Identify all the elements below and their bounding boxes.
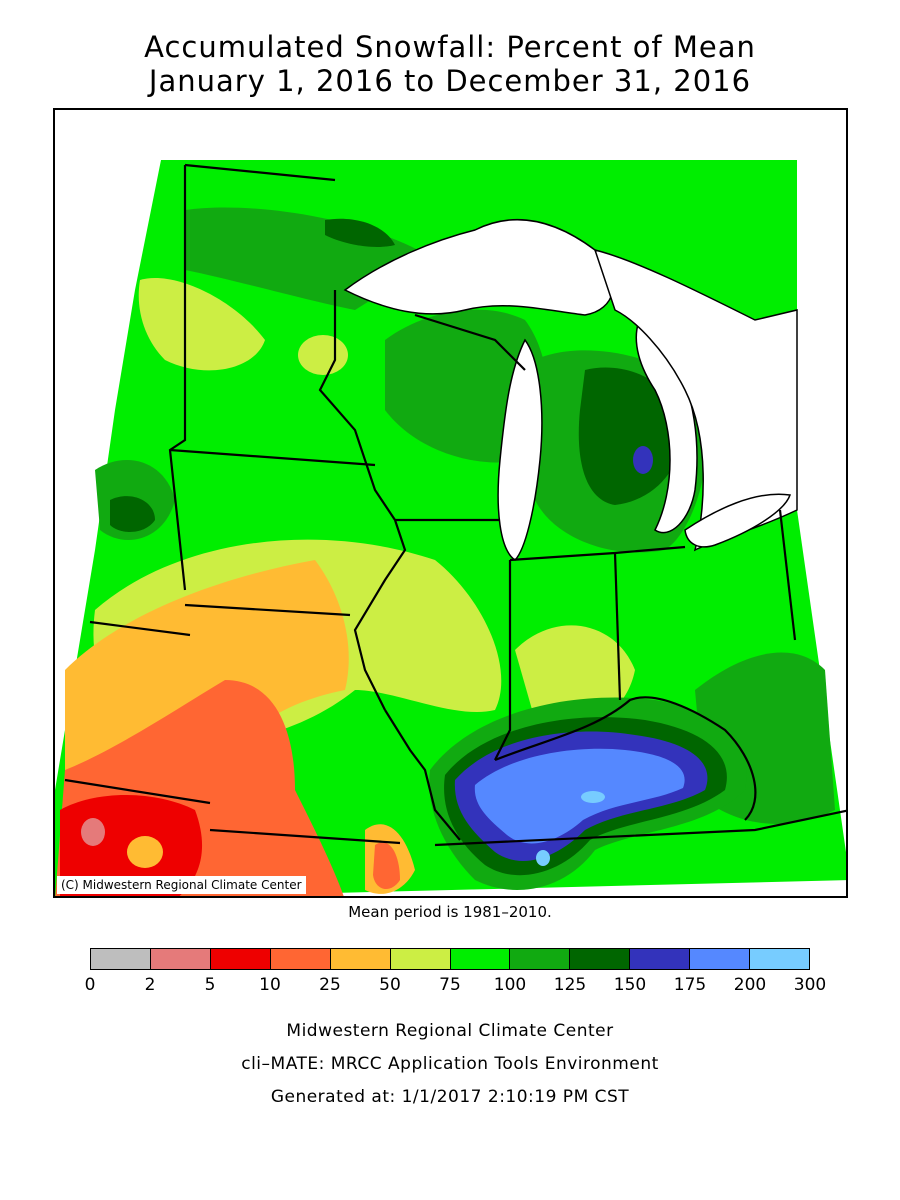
legend-tick-label: 5 (204, 975, 216, 995)
legend-swatch (570, 949, 631, 969)
contour-150-175-michigan (633, 446, 653, 474)
contour-200-300-south-a (581, 791, 605, 803)
upper-region-unshaded (593, 248, 798, 552)
footer-org: Midwestern Regional Climate Center (286, 1021, 614, 1041)
legend-swatch (210, 949, 271, 969)
map-panel: (C) Midwestern Regional Climate Center (53, 108, 848, 898)
ohio-river (494, 696, 757, 821)
mo-south-border (64, 778, 211, 805)
footer-generated: Generated at: 1/1/2017 2:10:19 PM CST (270, 1087, 630, 1107)
legend-tick-label: 50 (379, 975, 401, 995)
mn-north-border (184, 163, 336, 182)
state-boundaries (64, 163, 846, 847)
legend-tick-label: 100 (493, 975, 527, 995)
mn-ia-border (169, 448, 376, 467)
in-mi-border (509, 551, 616, 562)
footer-tool: cli–MATE: MRCC Application Tools Environ… (241, 1054, 659, 1074)
legend-tick-label: 75 (439, 975, 461, 995)
il-in-border (494, 560, 512, 761)
contour-2-5-southwest (81, 818, 105, 846)
legend-tick-label: 2 (144, 975, 156, 995)
contour-125-150-north (325, 218, 395, 247)
contour-50-75-minnesota (138, 278, 265, 371)
legend-tick-label: 125 (553, 975, 587, 995)
legend-swatch (510, 949, 571, 969)
legend-tick-label: 0 (84, 975, 96, 995)
legend-tick-label: 200 (733, 975, 767, 995)
legend-tick-label: 25 (319, 975, 341, 995)
legend-swatch (450, 949, 511, 969)
contour-200-300-south-b (536, 850, 550, 866)
contour-25-50-southwest-pocket (127, 836, 163, 868)
legend-tick-label: 150 (613, 975, 647, 995)
legend-swatch (270, 949, 331, 969)
contour-175-200-south (474, 748, 685, 844)
ky-tn-border (434, 809, 846, 847)
contour-10-25-kentucky-west (373, 842, 400, 890)
wi-mi-border (414, 313, 526, 371)
in-oh-border (613, 552, 622, 701)
map-title-line-2: January 1, 2016 to December 31, 2016 (148, 64, 752, 98)
legend-tick-label: 300 (793, 975, 827, 995)
ia-mo-border (184, 603, 351, 617)
map-title-line-1: Accumulated Snowfall: Percent of Mean (144, 30, 756, 64)
lake-erie (684, 493, 791, 548)
contour-50-75-minnesota-east (298, 335, 348, 375)
color-legend (90, 948, 810, 970)
legend-swatch (750, 949, 810, 969)
mo-ar-border (209, 828, 401, 845)
contour-125-150-michigan (578, 367, 685, 505)
legend-swatch (91, 949, 151, 969)
ia-il-border (353, 519, 407, 711)
legend-swatch (690, 949, 751, 969)
oh-mi-border (614, 545, 686, 555)
legend-tick-label: 175 (673, 975, 707, 995)
map-copyright: (C) Midwestern Regional Climate Center (57, 876, 306, 894)
snowfall-map (55, 160, 846, 896)
ks-border (89, 620, 191, 637)
mean-period-note: Mean period is 1981–2010. (348, 903, 552, 921)
legend-swatch (390, 949, 451, 969)
legend-swatch (630, 949, 691, 969)
legend-tick-labels: 0 2 5 10 25 50 75 100 125 150 175 200 300 (85, 975, 827, 999)
legend-swatch (150, 949, 211, 969)
oh-pa-border (778, 509, 797, 641)
mn-wi-border (318, 290, 396, 521)
il-mo-border (384, 709, 461, 841)
legend-tick-label: 10 (259, 975, 281, 995)
legend-swatch (330, 949, 391, 969)
mn-dakota-border (168, 165, 187, 591)
contour-125-150-iowa-west (110, 496, 155, 532)
